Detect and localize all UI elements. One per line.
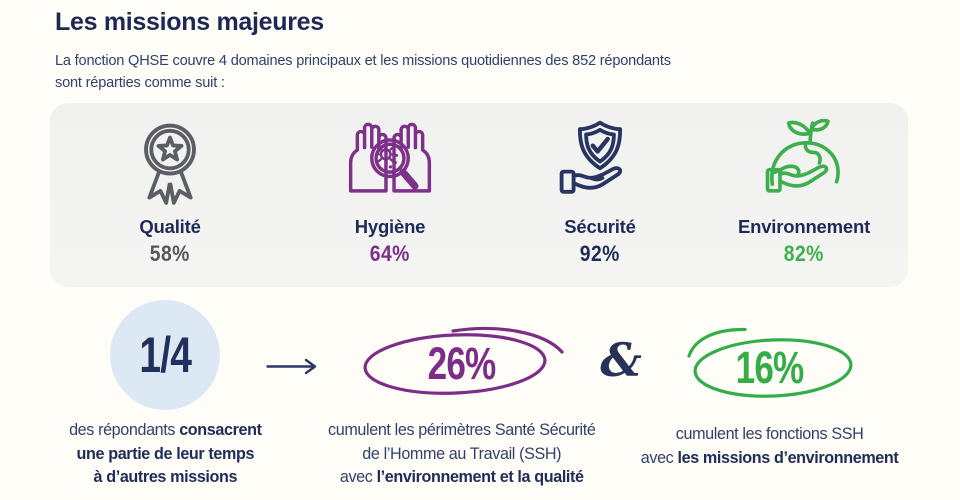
quarter-value: 1/4 bbox=[139, 327, 192, 383]
domain-value: 82% bbox=[783, 241, 825, 266]
green-stat-description: cumulent les fonctions SSH avec les missi… bbox=[634, 422, 905, 469]
domain-value: 92% bbox=[579, 241, 621, 266]
description-line: avec les missions d’environnement bbox=[641, 447, 899, 467]
medal-award-icon bbox=[122, 115, 218, 211]
description-line: avec l’environnement et la qualité bbox=[340, 467, 584, 486]
description-line: cumulent les périmètres Santé Sécurité bbox=[328, 420, 596, 439]
hands-magnifier-icon bbox=[342, 115, 438, 211]
ampersand: & bbox=[600, 333, 642, 387]
green-sketch-oval-icon: 16% bbox=[681, 326, 859, 409]
earth-hand-icon bbox=[756, 115, 852, 211]
purple-sketch-oval-icon: 26% bbox=[356, 320, 568, 407]
stat-quarter: 1/4 des répondants consacrent une partie … bbox=[30, 300, 300, 489]
page-title: Les missions majeures bbox=[55, 8, 324, 36]
description-line: des répondants consacrent bbox=[68, 420, 262, 439]
domain-value: 64% bbox=[369, 241, 411, 266]
quarter-circle: 1/4 bbox=[110, 300, 220, 410]
green-stat-value: 16% bbox=[736, 342, 805, 393]
purple-stat-description: cumulent les périmètres Santé Sécurité de… bbox=[321, 418, 603, 489]
domain-label: Hygiène bbox=[354, 216, 426, 237]
subtitle-line-2: sont réparties comme suit : bbox=[55, 75, 225, 91]
description-line: de l’Homme au Travail (SSH) bbox=[362, 443, 562, 463]
domain-value: 58% bbox=[149, 241, 191, 266]
stat-ssh-env-quality: 26% cumulent les périmètres Santé Sécuri… bbox=[328, 320, 596, 489]
domain-column: Hygiène 64% bbox=[285, 115, 495, 287]
domain-label: Environnement bbox=[737, 216, 871, 237]
quarter-description: des répondants consacrent une partie de l… bbox=[64, 418, 267, 489]
header: Les missions majeures La fonction QHSE c… bbox=[55, 8, 915, 94]
stat-ssh-environment: 16% cumulent les fonctions SSH avec les m… bbox=[640, 326, 900, 469]
description-line: une partie de leur temps bbox=[76, 443, 254, 463]
domain-label: Qualité bbox=[139, 216, 201, 237]
description-line: à d’autres missions bbox=[93, 467, 237, 486]
domain-column: Sécurité 92% bbox=[495, 115, 705, 287]
domain-label: Sécurité bbox=[564, 216, 636, 237]
shield-hand-icon bbox=[552, 115, 648, 211]
domain-column: Environnement 82% bbox=[705, 115, 903, 287]
page-subtitle: La fonction QHSE couvre 4 domaines princ… bbox=[55, 50, 915, 94]
domains-card: Qualité 58% Hygiène 64% Sécurité 92% bbox=[50, 103, 908, 287]
description-line: cumulent les fonctions SSH bbox=[676, 424, 864, 443]
subtitle-line-1: La fonction QHSE couvre 4 domaines princ… bbox=[55, 53, 671, 69]
domain-column: Qualité 58% bbox=[55, 115, 285, 287]
purple-stat-value: 26% bbox=[428, 338, 497, 389]
right-arrow-icon bbox=[266, 358, 322, 380]
